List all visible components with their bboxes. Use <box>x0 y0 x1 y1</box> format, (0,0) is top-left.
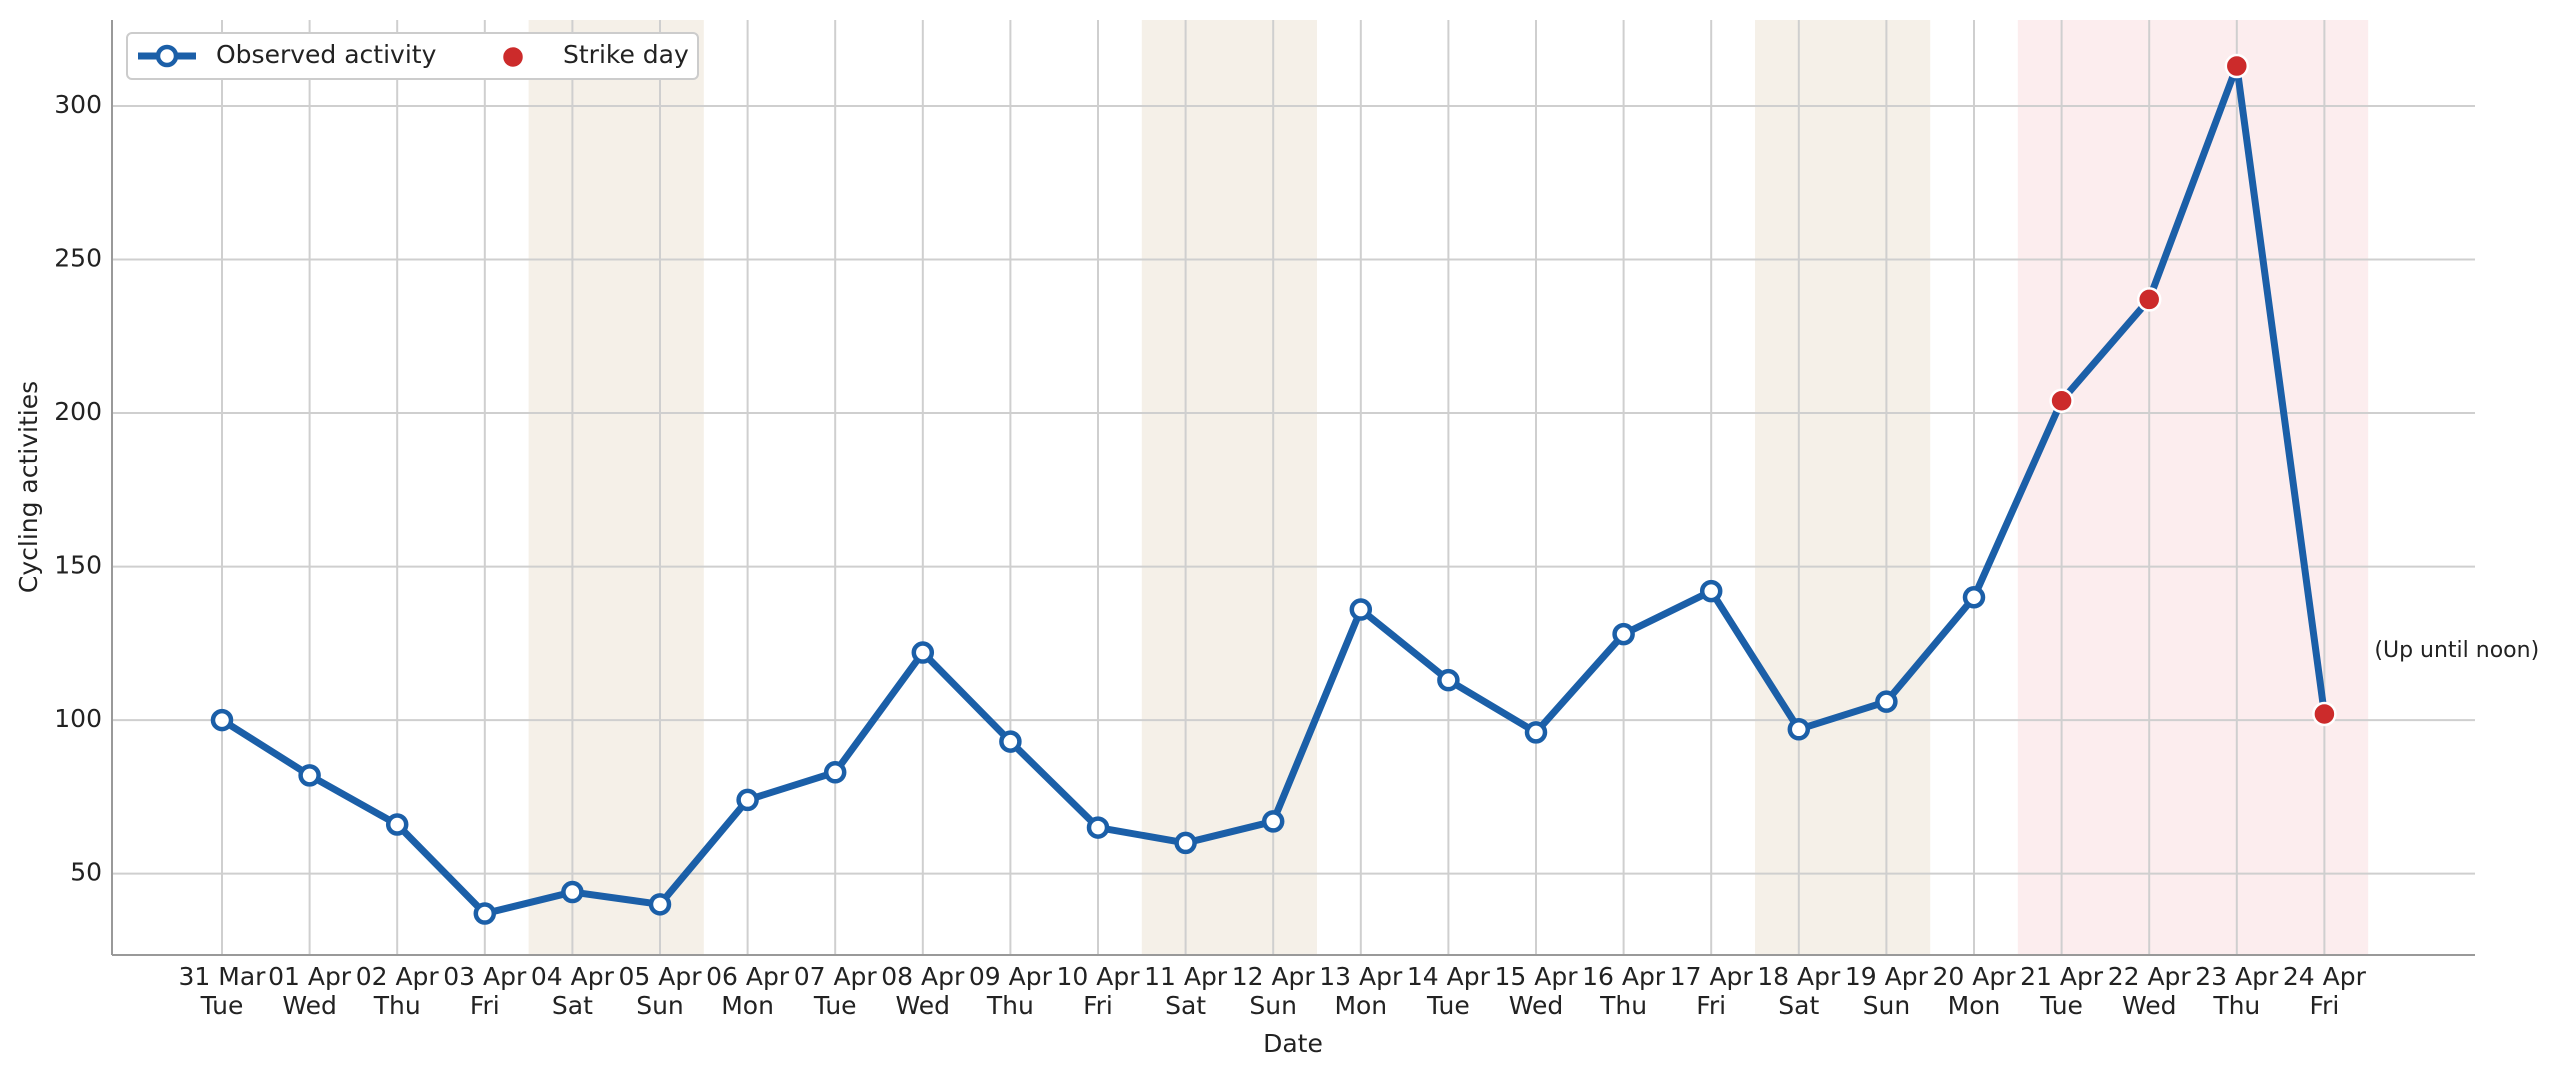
x-tick-label: 18 Apr <box>1757 962 1841 991</box>
x-tick-label: 19 Apr <box>1845 962 1929 991</box>
x-tick-weekday: Fri <box>2310 991 2340 1020</box>
x-tick-weekday: Fri <box>1083 991 1113 1020</box>
legend-marker <box>500 44 526 70</box>
x-tick-weekday: Mon <box>721 991 774 1020</box>
shaded-span <box>528 20 704 955</box>
x-tick-weekday: Sat <box>552 991 593 1020</box>
x-axis-label: Date <box>1263 1029 1323 1058</box>
y-tick-label: 150 <box>54 551 102 580</box>
marks-layer: (Up until noon) <box>210 53 2539 925</box>
x-tick-label: 15 Apr <box>1494 962 1578 991</box>
activity-marker <box>1612 622 1635 646</box>
strike-marker <box>2136 287 2162 312</box>
strike-marker <box>2312 701 2337 727</box>
legend: Observed activity Strike day <box>126 32 699 80</box>
x-tick-weekday: Wed <box>1509 991 1564 1020</box>
x-tick-weekday: Wed <box>896 991 951 1020</box>
legend-frame <box>126 32 699 80</box>
strike-marker <box>2224 53 2250 79</box>
activity-marker <box>1086 816 1110 839</box>
x-tick-label: 20 Apr <box>1932 962 2016 991</box>
x-tick-label: 05 Apr <box>618 962 702 991</box>
x-tick-label: 02 Apr <box>356 962 440 991</box>
x-tick-label: 21 Apr <box>2020 962 2104 991</box>
x-tick-weekday: Fri <box>1696 991 1726 1020</box>
x-tick-weekday: Mon <box>1948 991 2001 1020</box>
x-tick-weekday: Thu <box>373 991 421 1020</box>
x-tick-weekday: Wed <box>282 991 337 1020</box>
x-tick-weekday: Thu <box>986 991 1034 1020</box>
annotation: (Up until noon) <box>2374 638 2539 663</box>
activity-marker <box>385 813 409 836</box>
y-tick-label: 200 <box>54 397 102 426</box>
x-tick-weekday: Fri <box>470 991 500 1020</box>
activity-marker <box>999 730 1022 753</box>
activity-marker <box>823 761 847 784</box>
x-tick-label: 13 Apr <box>1319 962 1403 991</box>
x-tick-label: 08 Apr <box>881 962 965 991</box>
x-tick-label: 01 Apr <box>268 962 352 991</box>
activity-marker <box>473 902 497 925</box>
y-tick-label: 50 <box>70 858 102 887</box>
y-tick-label: 100 <box>54 704 102 733</box>
x-tick-label: 09 Apr <box>969 962 1053 991</box>
x-tick-weekday: Sat <box>1165 991 1206 1020</box>
x-tick-label: 10 Apr <box>1056 962 1140 991</box>
x-tick-weekday: Tue <box>200 991 244 1020</box>
activity-marker <box>911 641 935 664</box>
x-tick-weekday: Sun <box>636 991 684 1020</box>
legend-marker <box>155 44 179 68</box>
activity-marker <box>1787 718 1811 741</box>
activity-marker <box>298 764 321 787</box>
x-tick-weekday: Thu <box>2212 991 2260 1020</box>
x-tick-label: 07 Apr <box>794 962 878 991</box>
activity-marker <box>210 708 234 732</box>
x-tick-label: 31 Mar <box>179 962 267 991</box>
activity-marker <box>1875 690 1898 713</box>
x-tick-label: 22 Apr <box>2108 962 2192 991</box>
x-tick-weekday: Tue <box>2039 991 2083 1020</box>
x-tick-label: 14 Apr <box>1407 962 1491 991</box>
activity-marker <box>648 893 672 916</box>
x-tick-label: 04 Apr <box>531 962 615 991</box>
x-tick-weekday: Tue <box>813 991 857 1020</box>
activity-marker <box>1699 579 1723 603</box>
x-tick-label: 06 Apr <box>706 962 790 991</box>
activity-marker <box>1524 721 1548 744</box>
x-tick-label: 11 Apr <box>1144 962 1228 991</box>
activity-marker <box>1349 598 1373 621</box>
activity-marker <box>1174 831 1197 855</box>
x-tick-label: 23 Apr <box>2195 962 2279 991</box>
x-tick-label: 03 Apr <box>443 962 527 991</box>
x-tick-label: 17 Apr <box>1670 962 1754 991</box>
activity-marker <box>561 880 584 904</box>
x-tick-weekday: Sun <box>1863 991 1911 1020</box>
x-tick-label: 12 Apr <box>1232 962 1316 991</box>
x-tick-weekday: Wed <box>2122 991 2177 1020</box>
x-tick-weekday: Mon <box>1334 991 1387 1020</box>
x-tick-label: 24 Apr <box>2283 962 2367 991</box>
x-tick-weekday: Thu <box>1599 991 1647 1020</box>
legend-label: Observed activity <box>216 40 437 69</box>
x-tick-weekday: Sun <box>1249 991 1297 1020</box>
x-tick-weekday: Tue <box>1426 991 1470 1020</box>
activity-marker <box>736 788 759 812</box>
x-tick-weekday: Sat <box>1778 991 1819 1020</box>
y-tick-label: 300 <box>54 90 102 119</box>
activity-marker <box>1437 668 1460 692</box>
strike-marker <box>2049 388 2074 414</box>
activity-marker <box>1962 586 1986 609</box>
activity-marker <box>1261 810 1285 833</box>
y-tick-label: 250 <box>54 244 102 273</box>
x-tick-label: 16 Apr <box>1582 962 1666 991</box>
shaded-span <box>1755 20 1931 955</box>
shaded-span <box>1141 20 1317 955</box>
y-axis-label: Cycling activities <box>14 381 43 593</box>
shaded-span <box>2017 20 2369 955</box>
legend-label: Strike day <box>563 40 689 69</box>
